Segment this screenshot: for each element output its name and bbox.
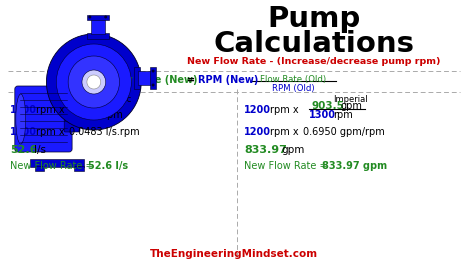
Text: 1200: 1200 — [244, 127, 271, 137]
Text: rpm: rpm — [333, 110, 353, 120]
Circle shape — [68, 56, 119, 108]
Text: 57: 57 — [81, 101, 96, 111]
Text: RPM (New): RPM (New) — [198, 75, 258, 85]
FancyBboxPatch shape — [87, 15, 109, 20]
Text: 0.6950 gpm/rpm: 0.6950 gpm/rpm — [303, 127, 385, 137]
Text: RPM (Old): RPM (Old) — [272, 84, 315, 93]
Text: 833.97: 833.97 — [244, 145, 287, 155]
Text: rpm x: rpm x — [36, 127, 64, 137]
Text: New Flow Rate - (Increase/decrease pump rpm): New Flow Rate - (Increase/decrease pump … — [187, 57, 441, 66]
Text: 903.5: 903.5 — [311, 101, 344, 111]
FancyBboxPatch shape — [15, 86, 72, 152]
Circle shape — [87, 75, 101, 89]
Circle shape — [46, 34, 141, 130]
FancyBboxPatch shape — [35, 166, 45, 171]
Text: Calculations: Calculations — [214, 30, 415, 58]
Text: 1200: 1200 — [10, 127, 37, 137]
FancyBboxPatch shape — [30, 159, 84, 167]
Circle shape — [82, 70, 106, 94]
Text: Pump: Pump — [267, 5, 361, 33]
FancyBboxPatch shape — [87, 33, 109, 39]
FancyBboxPatch shape — [74, 166, 84, 171]
Text: 0.0483 l/s.rpm: 0.0483 l/s.rpm — [69, 127, 140, 137]
Ellipse shape — [16, 94, 26, 144]
Text: rpm x: rpm x — [270, 127, 298, 137]
Text: Flow Rate (New): Flow Rate (New) — [107, 75, 197, 85]
Text: 1200: 1200 — [244, 105, 271, 115]
Text: 52.6: 52.6 — [10, 145, 37, 155]
Text: gpm: gpm — [341, 101, 363, 111]
FancyBboxPatch shape — [134, 67, 140, 89]
Text: Metric: Metric — [105, 95, 132, 104]
Text: Formula:: Formula: — [61, 75, 110, 85]
Circle shape — [152, 84, 155, 87]
Circle shape — [152, 69, 155, 73]
Text: 1200: 1200 — [10, 105, 37, 115]
Text: Imperial: Imperial — [333, 95, 368, 104]
Text: Flow Rate (Old): Flow Rate (Old) — [260, 75, 327, 84]
FancyBboxPatch shape — [150, 67, 156, 89]
Text: gpm: gpm — [282, 145, 305, 155]
Text: =: = — [187, 75, 195, 85]
FancyBboxPatch shape — [138, 71, 152, 85]
Text: 1300: 1300 — [309, 110, 336, 120]
Text: 1300: 1300 — [79, 110, 106, 120]
Circle shape — [56, 44, 131, 120]
Circle shape — [88, 15, 91, 18]
Text: rpm x: rpm x — [36, 105, 64, 115]
Text: TheEngineeringMindset.com: TheEngineeringMindset.com — [150, 249, 318, 259]
FancyBboxPatch shape — [64, 106, 80, 132]
Text: 52.6 l/s: 52.6 l/s — [88, 161, 128, 171]
Text: l/s: l/s — [92, 101, 103, 111]
Text: rpm x: rpm x — [270, 105, 298, 115]
FancyBboxPatch shape — [91, 18, 105, 34]
Text: l/s: l/s — [34, 145, 46, 155]
Text: New Flow Rate =: New Flow Rate = — [10, 161, 97, 171]
Text: 833.97 gpm: 833.97 gpm — [322, 161, 387, 171]
Text: rpm: rpm — [103, 110, 122, 120]
Text: New Flow Rate =: New Flow Rate = — [244, 161, 331, 171]
Circle shape — [104, 15, 107, 18]
